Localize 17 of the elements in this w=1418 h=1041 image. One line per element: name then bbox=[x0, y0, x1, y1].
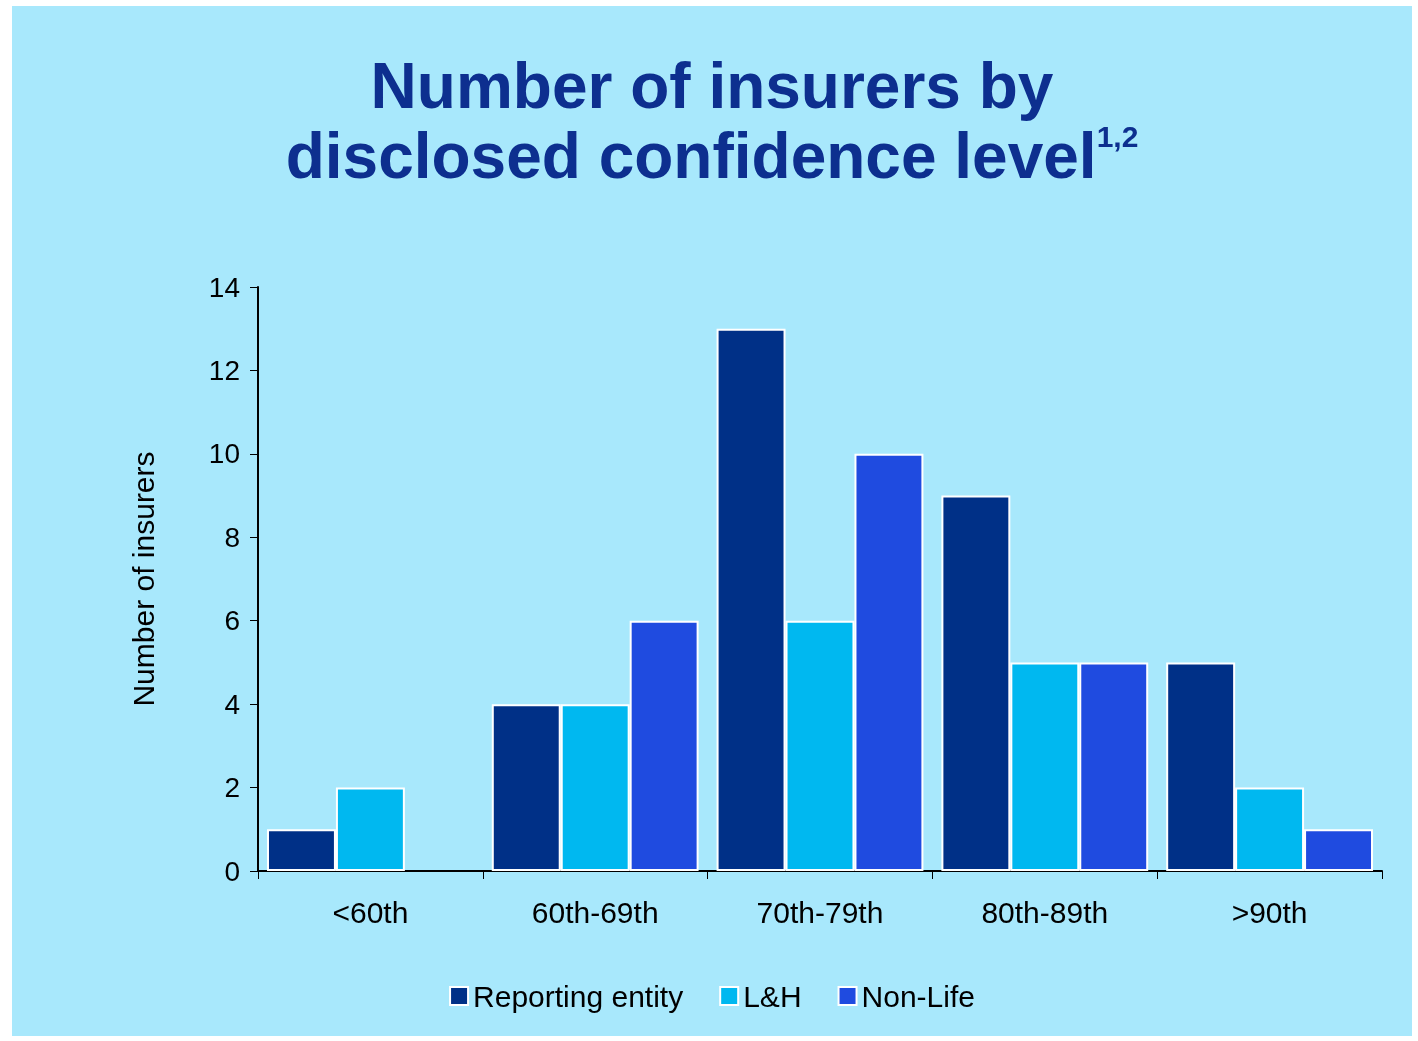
x-tick-label: 80th-89th bbox=[981, 895, 1109, 929]
y-axis-title: Number of insurers bbox=[126, 451, 160, 707]
y-tick-label: 0 bbox=[224, 855, 240, 887]
x-tick-label: <60th bbox=[332, 895, 409, 929]
y-tick-label: 2 bbox=[224, 772, 240, 804]
x-tick-label: >90th bbox=[1231, 895, 1308, 929]
y-tick-label: 10 bbox=[208, 438, 240, 470]
x-tick-label: 70th-79th bbox=[756, 895, 884, 929]
y-tick-label: 4 bbox=[224, 688, 240, 720]
y-tick-label: 6 bbox=[224, 605, 240, 637]
legend-label: Reporting entity bbox=[473, 979, 684, 1013]
x-tick-label: 60th-69th bbox=[531, 895, 659, 929]
y-tick-label: 8 bbox=[224, 521, 240, 553]
y-tick-label: 14 bbox=[208, 271, 240, 303]
legend-label: Non-Life bbox=[861, 979, 975, 1013]
legend-label: L&H bbox=[743, 979, 802, 1013]
y-tick-label: 12 bbox=[208, 354, 240, 386]
